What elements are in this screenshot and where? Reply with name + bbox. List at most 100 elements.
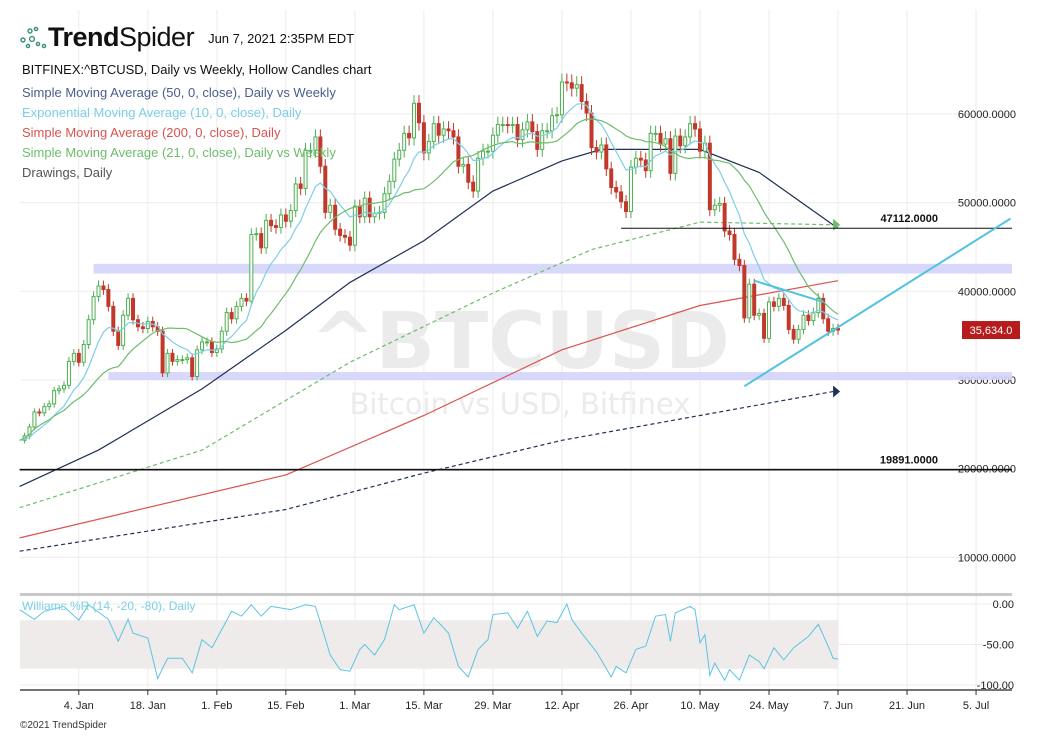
overlay-sma-50-weekly: [19, 390, 834, 552]
x-tick-label: 15. Mar: [405, 700, 443, 712]
candle-down: [609, 168, 614, 189]
candle-up: [219, 330, 224, 350]
legend-item-drawings[interactable]: Drawings, Daily: [22, 165, 113, 180]
candle-up: [121, 314, 126, 346]
candle-down: [821, 297, 826, 320]
candle-down: [170, 352, 175, 362]
x-tick-label: 15. Feb: [267, 700, 304, 712]
candle-up: [362, 197, 367, 218]
x-tick-label: 18. Jan: [130, 700, 166, 712]
candle-down: [806, 314, 811, 322]
candle-up: [66, 360, 71, 386]
candle-down: [451, 130, 456, 138]
candle-up: [328, 204, 333, 213]
candle-up: [550, 115, 555, 132]
candle-down: [737, 258, 742, 267]
candle-down: [668, 138, 673, 174]
candle-up: [96, 285, 101, 298]
legend-item-ema10[interactable]: Exponential Moving Average (10, 0, close…: [22, 105, 302, 120]
candle-up: [816, 297, 821, 314]
candle-up: [145, 320, 150, 330]
candle-up: [540, 130, 545, 150]
pane-separator: [20, 593, 1012, 596]
candle-up: [461, 163, 466, 167]
arrow-marker-icon: [833, 385, 841, 398]
trendline: [753, 279, 824, 303]
candle-up: [485, 150, 490, 153]
support-resistance-zone: [108, 372, 1013, 380]
candle-up: [32, 411, 37, 428]
candle-down: [338, 228, 343, 236]
candle-up: [757, 312, 762, 316]
candle-down: [76, 352, 81, 363]
candle-down: [826, 318, 831, 332]
brand-bold: Trend: [48, 22, 120, 52]
candle-down: [693, 123, 698, 130]
candle-up: [372, 212, 377, 218]
candle-up: [747, 283, 752, 319]
candle-up: [495, 124, 500, 136]
legend-item-sma21[interactable]: Simple Moving Average (21, 0, close), Da…: [22, 145, 336, 160]
candle-down: [707, 142, 712, 211]
candle-down: [742, 265, 747, 319]
legend-item-sma200[interactable]: Simple Moving Average (200, 0, close), D…: [22, 125, 281, 140]
williams-y-tick-label: -50.00: [983, 640, 1014, 652]
candle-up: [431, 123, 436, 142]
candle-up: [525, 121, 530, 131]
candle-up: [91, 296, 96, 321]
watermark-symbol: ^BTCUSD: [310, 297, 730, 387]
candle-up: [52, 390, 57, 405]
candle-up: [264, 219, 269, 249]
trendspider-logo-icon: [20, 26, 47, 48]
candle-up: [397, 149, 402, 160]
candle-up: [766, 301, 771, 339]
candle-up: [47, 403, 52, 408]
candle-up: [387, 180, 392, 195]
candle-up: [426, 140, 431, 154]
candle-up: [175, 359, 180, 362]
candle-up: [288, 210, 293, 222]
candle-down: [209, 341, 214, 354]
candle-down: [140, 326, 145, 330]
x-tick-label: 10. May: [680, 700, 720, 712]
x-tick-label: 29. Mar: [474, 700, 512, 712]
candle-down: [466, 163, 471, 183]
candle-up: [278, 214, 283, 228]
candle-up: [293, 183, 298, 212]
candle-down: [456, 136, 461, 167]
candle-down: [343, 234, 348, 238]
candle-down: [471, 181, 476, 192]
candle-down: [786, 304, 791, 330]
candle-down: [722, 202, 727, 232]
candle-up: [520, 129, 525, 141]
legend-item-sma50[interactable]: Simple Moving Average (50, 0, close), Da…: [22, 85, 336, 100]
candle-down: [594, 147, 599, 153]
candle-down: [697, 128, 702, 152]
last-price-label: 35,634.0: [970, 325, 1013, 337]
candle-down: [436, 123, 441, 136]
candle-up: [500, 124, 505, 127]
candle-down: [116, 330, 121, 346]
candle-down: [160, 330, 165, 374]
x-tick-label: 1. Feb: [201, 700, 232, 712]
candle-up: [195, 349, 200, 377]
y-tick-label: 10000.0000: [958, 552, 1016, 564]
candle-up: [308, 149, 313, 152]
candle-down: [619, 191, 624, 203]
x-tick-label: 24. May: [749, 700, 789, 712]
williams-y-tick-label: 0.00: [993, 599, 1014, 611]
candle-up: [71, 352, 76, 362]
candle-up: [673, 135, 678, 174]
candle-up: [303, 149, 308, 189]
candle-down: [781, 297, 786, 306]
candle-up: [490, 134, 495, 152]
x-tick-label: 26. Apr: [614, 700, 649, 712]
candle-down: [564, 81, 569, 84]
candle-up: [200, 341, 205, 351]
candle-down: [190, 357, 195, 377]
y-tick-label: 60000.0000: [958, 109, 1016, 121]
candle-down: [614, 187, 619, 193]
overlay-sma-200-daily: [19, 280, 839, 539]
candle-up: [653, 132, 658, 135]
